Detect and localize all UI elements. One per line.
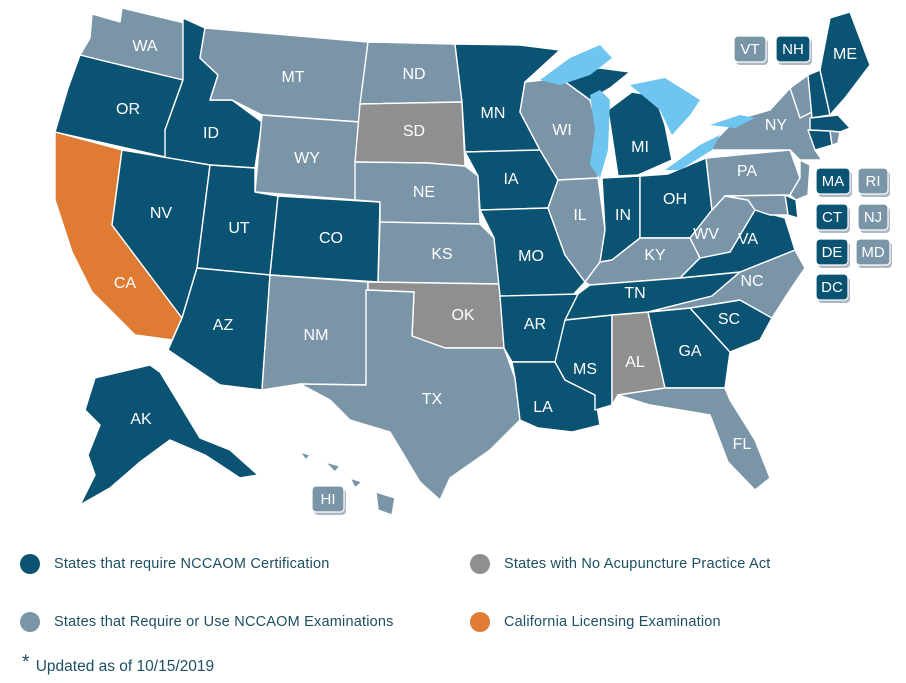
- label-ca: CA: [114, 275, 137, 292]
- legend-label-examinations: States that Require or Use NCCAOM Examin…: [54, 614, 394, 630]
- badge-dc-label: DC: [821, 279, 843, 296]
- label-la: LA: [533, 399, 553, 416]
- label-wa: WA: [132, 38, 158, 55]
- badge-vt-label: VT: [740, 41, 759, 58]
- label-tn: TN: [624, 285, 645, 302]
- badge-dc[interactable]: DC: [815, 273, 850, 303]
- state-ri-shape[interactable]: [829, 130, 841, 146]
- label-ne: NE: [413, 184, 435, 201]
- state-tx[interactable]: [299, 289, 521, 501]
- legend-label-california: California Licensing Examination: [504, 614, 721, 630]
- label-al: AL: [625, 354, 645, 371]
- hawaii-islands: [299, 451, 396, 516]
- label-ar: AR: [524, 316, 546, 333]
- state-me[interactable]: [819, 11, 871, 116]
- badge-nj-label: NJ: [864, 209, 882, 226]
- state-fl[interactable]: [617, 387, 771, 491]
- label-in: IN: [615, 207, 631, 224]
- label-wv: WV: [693, 226, 719, 243]
- legend-no-act: States with No Acupuncture Practice Act: [470, 554, 771, 574]
- badge-md-label: MD: [861, 244, 884, 261]
- legend-dot-california: [470, 612, 490, 632]
- label-ms: MS: [573, 361, 597, 378]
- label-va: VA: [738, 231, 758, 248]
- lake-huron: [630, 78, 700, 135]
- lake-erie: [665, 135, 720, 170]
- label-ga: GA: [678, 343, 701, 360]
- badge-ma[interactable]: MA: [815, 167, 852, 197]
- badge-md[interactable]: MD: [855, 238, 892, 268]
- legend-label-no-act: States with No Acupuncture Practice Act: [504, 556, 771, 572]
- badge-nj[interactable]: NJ: [857, 203, 890, 233]
- legend-dot-no-act: [470, 554, 490, 574]
- label-nd: ND: [402, 66, 425, 83]
- badge-ct-label: CT: [822, 209, 842, 226]
- label-wy: WY: [294, 150, 320, 167]
- badge-ct[interactable]: CT: [815, 203, 850, 233]
- legend-dot-certification: [20, 554, 40, 574]
- state-ak[interactable]: [79, 364, 259, 506]
- label-me: ME: [833, 46, 857, 63]
- us-map: WA OR CA ID NV MT WY UT AZ CO NM ND SD N…: [54, 7, 892, 516]
- label-id: ID: [203, 125, 219, 142]
- label-mi: MI: [631, 139, 649, 156]
- badge-nh-label: NH: [782, 41, 804, 58]
- badge-hi-label: HI: [321, 491, 336, 508]
- badge-de[interactable]: DE: [815, 238, 850, 268]
- label-co: CO: [319, 230, 343, 247]
- label-oh: OH: [663, 191, 687, 208]
- label-ut: UT: [228, 220, 250, 237]
- state-ma-shape[interactable]: [809, 114, 851, 133]
- label-fl: FL: [733, 436, 752, 453]
- lake-michigan: [590, 90, 610, 178]
- label-sc: SC: [718, 311, 740, 328]
- badge-de-label: DE: [822, 244, 843, 261]
- label-mo: MO: [518, 248, 544, 265]
- label-nm: NM: [304, 327, 329, 344]
- legend-dot-examinations: [20, 612, 40, 632]
- label-mt: MT: [281, 69, 304, 86]
- label-sd: SD: [403, 123, 425, 140]
- label-nc: NC: [740, 273, 763, 290]
- label-az: AZ: [213, 317, 234, 334]
- state-mi[interactable]: [607, 91, 673, 177]
- lake-ontario: [710, 115, 755, 128]
- label-tx: TX: [422, 391, 443, 408]
- badge-ma-label: MA: [822, 173, 845, 190]
- note-text: Updated as of 10/15/2019: [35, 658, 215, 675]
- update-note: * Updated as of 10/15/2019: [22, 652, 214, 676]
- state-md-shape[interactable]: [724, 194, 789, 216]
- label-il: IL: [573, 207, 586, 224]
- legend-california: California Licensing Examination: [470, 612, 721, 632]
- legend-examinations: States that Require or Use NCCAOM Examin…: [20, 612, 394, 632]
- legend-label-certification: States that require NCCAOM Certification: [54, 556, 330, 572]
- badge-hi[interactable]: HI: [311, 485, 346, 515]
- legend-certification: States that require NCCAOM Certification: [20, 554, 330, 574]
- label-ak: AK: [130, 411, 152, 428]
- label-nv: NV: [150, 205, 173, 222]
- note-asterisk: *: [22, 652, 30, 673]
- badge-vt[interactable]: VT: [733, 35, 768, 65]
- label-ok: OK: [451, 307, 474, 324]
- label-mn: MN: [481, 105, 506, 122]
- badge-nh[interactable]: NH: [775, 35, 812, 65]
- lake-superior: [540, 45, 612, 85]
- label-pa: PA: [737, 163, 757, 180]
- label-ny: NY: [765, 117, 788, 134]
- badge-ri-label: RI: [866, 173, 881, 190]
- label-wi: WI: [552, 122, 572, 139]
- label-ky: KY: [644, 247, 666, 264]
- label-or: OR: [116, 101, 140, 118]
- badge-ri[interactable]: RI: [857, 167, 890, 197]
- label-ia: IA: [503, 171, 518, 188]
- label-ks: KS: [431, 246, 452, 263]
